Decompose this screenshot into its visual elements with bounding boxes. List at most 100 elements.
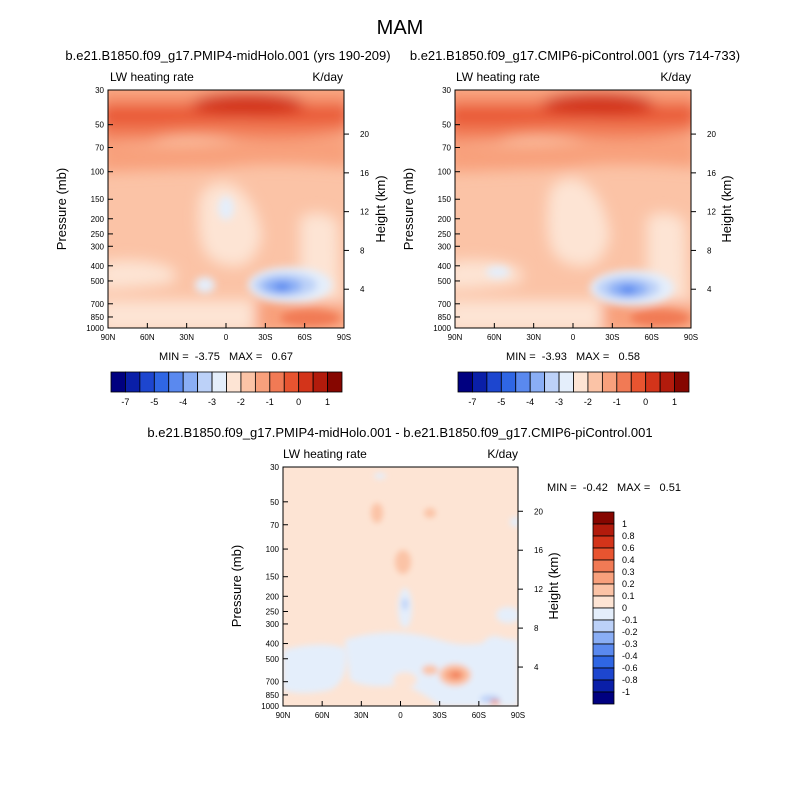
panel-diff-ytick-label: 250 (266, 608, 280, 617)
colorbar-diff-label: -0.2 (622, 627, 638, 637)
panel-left-ytick-label: 1000 (86, 324, 104, 333)
colorbar-right-swatch (544, 371, 560, 393)
colorbar-diff-label: 0.4 (622, 555, 635, 565)
colorbar-right-swatch (601, 371, 618, 393)
colorbar-right-swatch (630, 371, 647, 393)
colorbar-diff-label: 0.8 (622, 531, 635, 541)
panel-left-xtick-label: 60S (298, 333, 312, 342)
colorbar-left-swatch (327, 371, 343, 393)
colorbar-left-label: -3 (208, 397, 216, 407)
panel-left-units: K/day (312, 70, 343, 84)
panel-diff-xtick-label: 0 (398, 711, 403, 720)
panel-left-y2tick-label: 20 (360, 130, 369, 139)
colorbar-right-label: -1 (613, 397, 621, 407)
panel-right-xtick-label: 90N (448, 333, 463, 342)
panel-left-y2tick-label: 4 (360, 285, 365, 294)
colorbar-left-swatch (269, 371, 285, 393)
panel-right-y2tick-label: 20 (707, 130, 716, 139)
panel-right-y2tick-label: 12 (707, 208, 716, 217)
colorbar-left-label: 0 (296, 397, 301, 407)
panel-left-ytick-label: 500 (91, 277, 105, 286)
panel-left-xtick-label: 90N (101, 333, 116, 342)
colorbar-diff-label: 1 (622, 519, 627, 529)
panel-right-ytick-label: 50 (442, 121, 451, 130)
colorbar-left-swatch (168, 371, 184, 393)
panel-diff-ytick-label: 70 (270, 521, 279, 530)
panel-right-ytick-label: 500 (438, 277, 452, 286)
colorbar-right-label: 1 (672, 397, 677, 407)
panel-right-y2tick-label: 4 (707, 285, 712, 294)
panel-diff-variable: LW heating rate (283, 447, 367, 461)
panel-right-variable: LW heating rate (456, 70, 540, 84)
colorbar-diff-swatch (592, 571, 615, 585)
colorbar-left-swatch (110, 371, 126, 393)
panel-right-xtick-label: 90S (684, 333, 698, 342)
colorbar-left-swatch (197, 371, 213, 393)
colorbar-diff-swatch (592, 679, 615, 693)
colorbar-diff-label: -1 (622, 687, 630, 697)
colorbar-right-swatch (558, 371, 574, 393)
panel-diff-xtick-label: 60N (315, 711, 330, 720)
panel-left-y2label: Height (km) (373, 175, 388, 242)
colorbar-right-label: 0 (643, 397, 648, 407)
panel-diff-ytick-label: 200 (266, 592, 280, 601)
colorbar-left-swatch (254, 371, 271, 393)
panel-diff-ytick-label: 400 (266, 640, 280, 649)
panel-diff-ytick-label: 50 (270, 498, 279, 507)
panel-diff-ylabel: Pressure (mb) (229, 545, 244, 627)
colorbar-diff-label: -0.6 (622, 663, 638, 673)
panel-diff-y2tick-label: 8 (534, 624, 539, 633)
colorbar-left-swatch (182, 371, 199, 393)
colorbar-right-swatch (472, 371, 488, 393)
colorbar-diff-label: 0 (622, 603, 627, 613)
panel-diff-field (283, 467, 518, 706)
colorbar-diff-swatch (592, 595, 615, 609)
panel-left-ytick-label: 30 (95, 86, 104, 95)
colorbar-right-swatch (645, 371, 661, 393)
colorbar-right-swatch (659, 371, 675, 393)
colorbar-diff-label: -0.4 (622, 651, 638, 661)
colorbar-diff-swatch (592, 631, 615, 645)
panel-diff-stats: MIN = -0.42 MAX = 0.51 (547, 482, 681, 494)
panel-left-ytick-label: 70 (95, 144, 104, 153)
panel-diff-ytick-label: 300 (266, 620, 280, 629)
panel-diff-xtick-label: 90S (511, 711, 525, 720)
colorbar-right-swatch (457, 371, 473, 393)
colorbar-right-swatch (486, 371, 502, 393)
colorbar-diff-swatch (592, 667, 615, 681)
colorbar-left-swatch (211, 371, 227, 393)
panel-left-variable: LW heating rate (110, 70, 194, 84)
colorbar-left-label: -7 (121, 397, 129, 407)
colorbar-diff-swatch (592, 535, 615, 549)
colorbar-diff-label: 0.3 (622, 567, 635, 577)
panel-right-y2tick-label: 16 (707, 169, 716, 178)
panel-right-ytick-label: 400 (438, 262, 452, 271)
panel-right-stats: MIN = -3.93 MAX = 0.58 (506, 351, 640, 363)
panel-diff-units: K/day (487, 447, 518, 461)
panel-diff-ytick-label: 1000 (261, 702, 279, 711)
panel-right-ytick-label: 300 (438, 242, 452, 251)
panel-left-ytick-label: 100 (91, 168, 105, 177)
panel-right-ytick-label: 250 (438, 230, 452, 239)
panel-diff-title: b.e21.B1850.f09_g17.PMIP4-midHolo.001 - … (147, 425, 652, 440)
colorbar-diff-swatch (592, 511, 615, 525)
panel-left-ytick-label: 50 (95, 121, 104, 130)
panel-left-ylabel: Pressure (mb) (54, 168, 69, 250)
figure-title: MAM (377, 17, 424, 39)
colorbar-right-label: -2 (584, 397, 592, 407)
panel-diff-y2tick-label: 4 (534, 663, 539, 672)
panel-left-ytick-label: 300 (91, 242, 105, 251)
panel-diff-ytick-label: 500 (266, 655, 280, 664)
colorbar-diff-swatch (592, 583, 615, 597)
panel-left-xtick-label: 0 (224, 333, 229, 342)
colorbar-right: -7 -5 -4 -3 -2 -1 0 1 (457, 371, 690, 407)
colorbar-left-label: -2 (237, 397, 245, 407)
panel-diff-ytick-label: 100 (266, 545, 280, 554)
panel-diff-y2label: Height (km) (546, 552, 561, 619)
panel-right-title: b.e21.B1850.f09_g17.CMIP6-piControl.001 … (410, 48, 740, 63)
colorbar-diff-swatch (592, 559, 615, 573)
panel-diff-ytick-label: 850 (266, 691, 280, 700)
panel-left-y2tick-label: 8 (360, 246, 365, 255)
panel-right-ytick-label: 1000 (433, 324, 451, 333)
